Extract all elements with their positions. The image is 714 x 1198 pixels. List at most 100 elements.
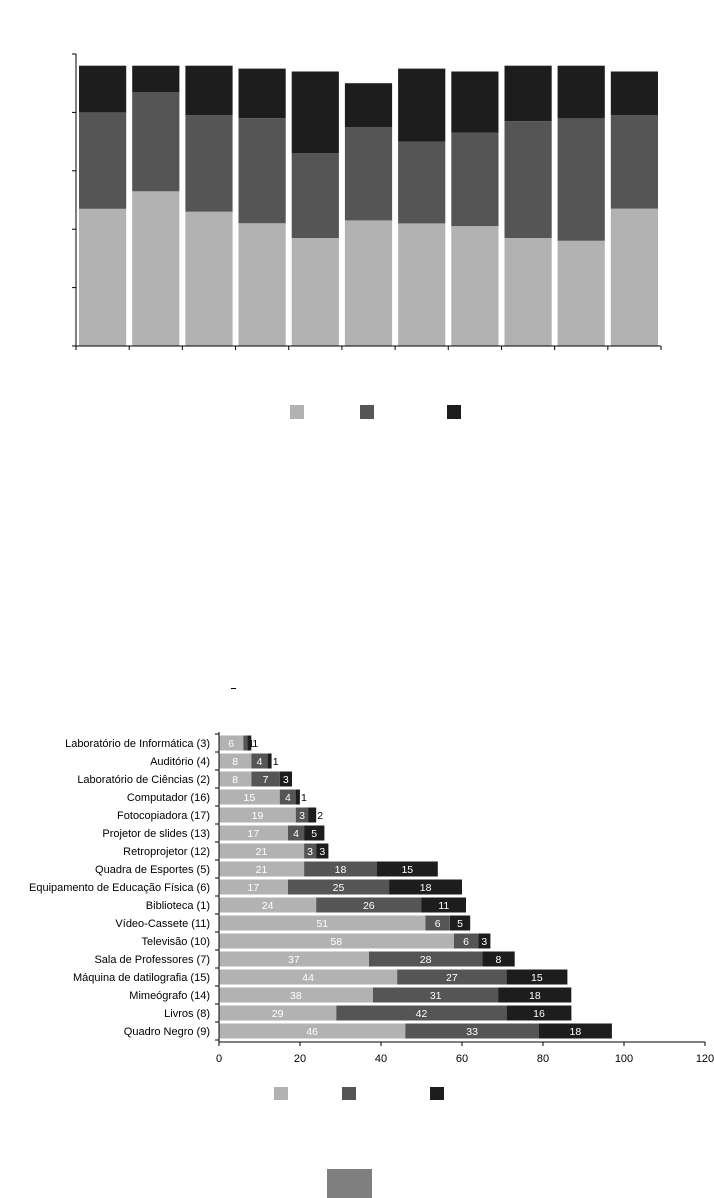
column-segment	[610, 71, 658, 116]
bar-segment	[377, 861, 438, 877]
value-label: 42	[416, 1008, 428, 1020]
category-label: Laboratório de Ciências (2)	[77, 774, 210, 786]
column-segment	[238, 68, 286, 119]
bar-segment	[308, 807, 317, 823]
value-label: 25	[333, 882, 345, 894]
bar-segment	[506, 969, 568, 985]
stacked-bar-chart: Laboratório de Informática (3) 6 11Auditór…	[29, 732, 714, 1100]
bar-segment	[304, 843, 317, 859]
x-tick-label: 0	[216, 1053, 222, 1065]
bar-segment	[287, 879, 390, 895]
column-segment	[132, 191, 180, 346]
value-label: 4	[293, 828, 299, 840]
value-label: 1	[273, 756, 279, 768]
bar-segment	[368, 951, 483, 967]
bar-segment	[295, 807, 309, 823]
value-label: 1	[248, 738, 254, 750]
bar-segment	[219, 987, 373, 1003]
column-segment	[557, 240, 605, 346]
legend-swatch	[360, 405, 374, 419]
column-segment	[610, 208, 658, 346]
column-segment	[344, 220, 393, 346]
column-segment	[185, 211, 233, 346]
category-label: Televisão (10)	[142, 936, 210, 948]
bar-segment	[219, 807, 296, 823]
category-label: Máquina de datilografia (15)	[73, 972, 210, 984]
bar-segment	[405, 1023, 539, 1039]
column-segment	[291, 71, 339, 154]
value-label: 18	[335, 864, 347, 876]
bar-segment	[219, 951, 369, 967]
category-label: Equipamento de Educação Física (6)	[29, 882, 210, 894]
bar-segment	[247, 735, 252, 751]
column-segment	[291, 153, 339, 238]
column-segment	[185, 65, 233, 116]
bar-segment	[482, 951, 515, 967]
value-label: 44	[302, 972, 314, 984]
value-label: 15	[244, 792, 256, 804]
value-label: 18	[529, 990, 541, 1002]
value-label: 8	[232, 756, 238, 768]
x-tick-label: 120	[696, 1053, 714, 1065]
column-segment	[398, 223, 446, 346]
value-label: 1	[252, 738, 258, 750]
column-segment	[504, 238, 552, 346]
bar-segment	[219, 879, 288, 895]
bar-segment	[219, 1005, 337, 1021]
column-segment	[398, 68, 446, 142]
category-label: Projetor de slides (13)	[102, 828, 210, 840]
bar-segment	[397, 969, 507, 985]
x-tick-label: 20	[294, 1053, 306, 1065]
value-label: 28	[420, 954, 432, 966]
category-label: Quadra de Esportes (5)	[95, 864, 210, 876]
value-label: 21	[256, 846, 268, 858]
column-segment	[504, 121, 552, 238]
value-label: 2	[317, 810, 323, 822]
x-tick-label: 80	[537, 1053, 549, 1065]
legend-swatch	[290, 405, 304, 419]
value-label: 4	[257, 756, 263, 768]
value-label: 3	[307, 846, 313, 858]
bar-segment	[498, 987, 572, 1003]
category-label: Mimeógrafo (14)	[129, 990, 210, 1002]
value-label: 8	[232, 774, 238, 786]
value-label: 16	[533, 1008, 545, 1020]
column-segment	[504, 65, 552, 122]
category-label: Livros (8)	[164, 1008, 210, 1020]
bar-segment	[219, 825, 288, 841]
value-label: 7	[263, 774, 269, 786]
bar-segment	[506, 1005, 572, 1021]
column-segment	[610, 115, 658, 209]
value-label: 3	[319, 846, 325, 858]
gray-swatch	[327, 1169, 372, 1198]
bar-segment	[389, 879, 462, 895]
category-label: Fotocopiadora (17)	[117, 810, 210, 822]
bar-segment	[287, 825, 305, 841]
x-tick-label: 40	[375, 1053, 387, 1065]
value-label: 3	[299, 810, 305, 822]
category-label: Vídeo-Cassete (11)	[115, 918, 210, 930]
column-segment	[451, 226, 499, 346]
value-label: 6	[228, 738, 234, 750]
bar-segment	[251, 753, 268, 769]
bar-segment	[372, 987, 499, 1003]
bar-segment	[219, 789, 280, 805]
category-label: Retroprojetor (12)	[123, 846, 210, 858]
bar-segment	[219, 735, 244, 751]
value-label: 24	[262, 900, 274, 912]
legend-swatch	[430, 1087, 444, 1100]
x-tick-label: 100	[615, 1053, 633, 1065]
column-segment	[79, 65, 127, 113]
value-label: 4	[285, 792, 291, 804]
value-label: 33	[466, 1026, 478, 1038]
value-label: 18	[570, 1026, 582, 1038]
value-label: 27	[446, 972, 458, 984]
bar-segment	[304, 861, 377, 877]
bar-segment	[219, 753, 252, 769]
bar-segment	[219, 969, 398, 985]
value-label: 18	[420, 882, 432, 894]
value-label: 11	[438, 900, 449, 912]
bar-segment	[219, 843, 304, 859]
stacked-column-chart	[72, 53, 662, 419]
column-segment	[185, 115, 233, 212]
